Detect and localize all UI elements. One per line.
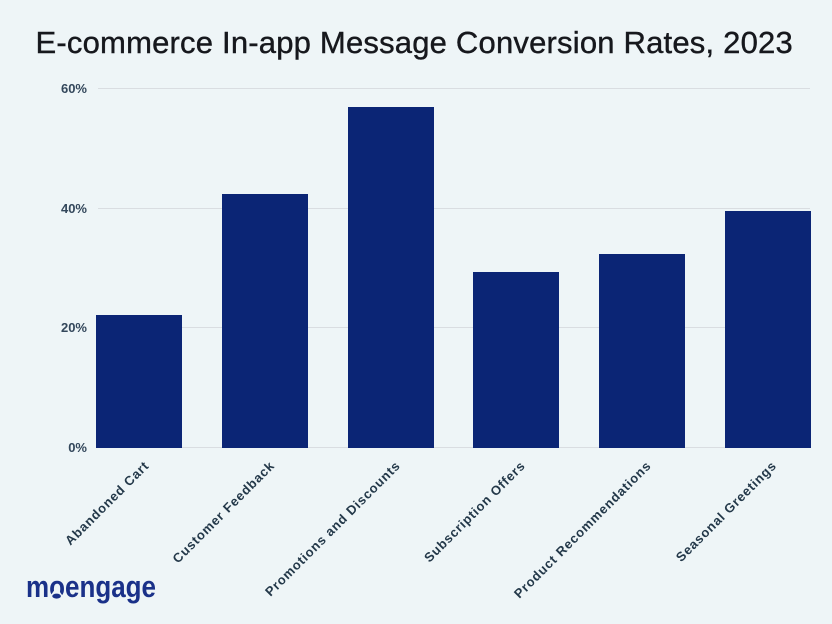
svg-text:moengage: moengage xyxy=(26,572,156,604)
